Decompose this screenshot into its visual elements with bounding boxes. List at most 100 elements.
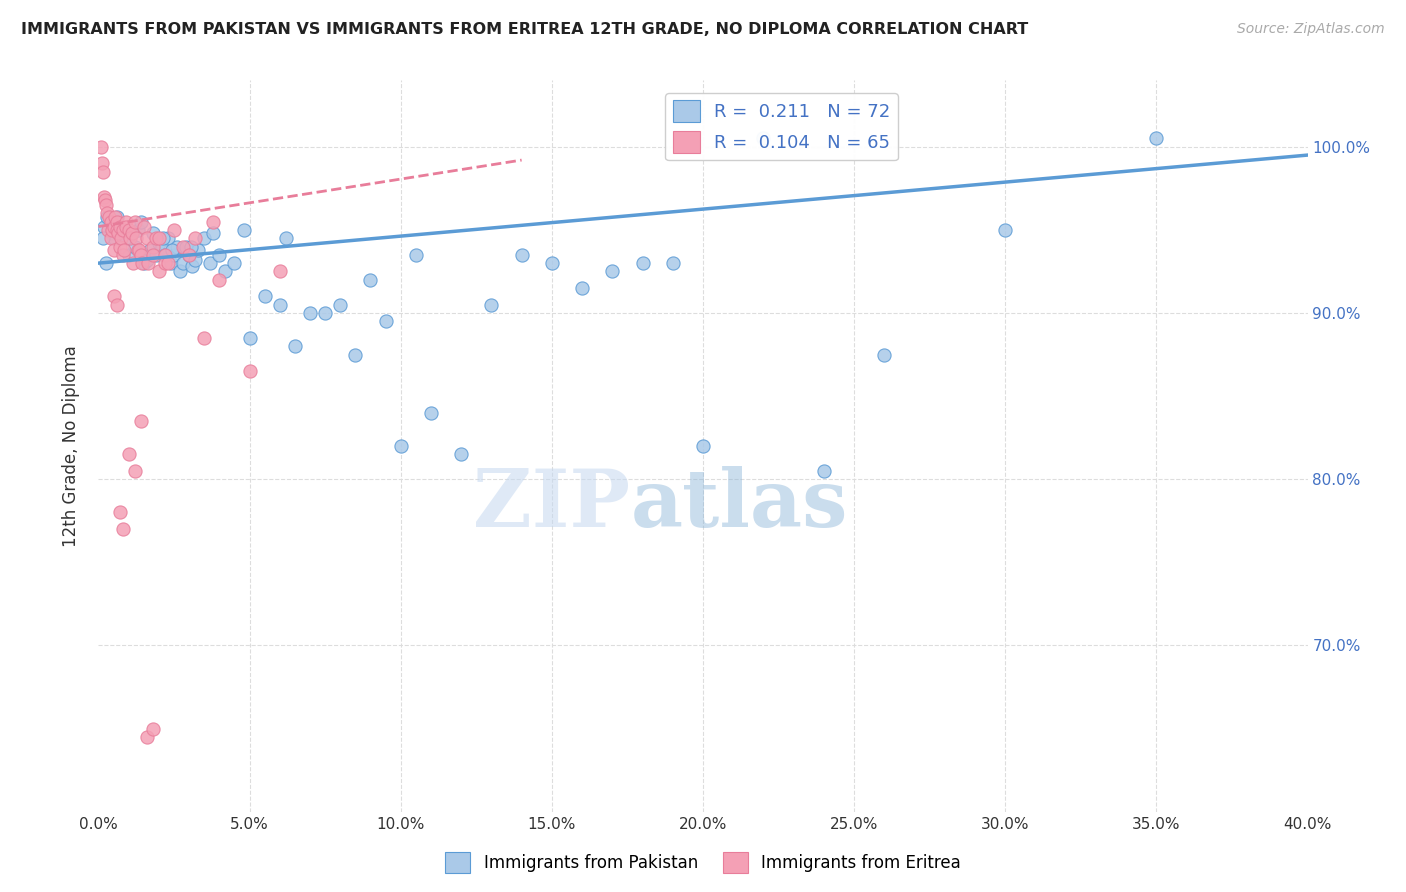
- Point: [94, 256, 117, 270]
- Point: [91, 156, 114, 170]
- Point: [105, 298, 128, 312]
- Point: [128, 243, 150, 257]
- Point: [481, 298, 503, 312]
- Text: ZIP: ZIP: [474, 466, 630, 543]
- Point: [103, 243, 125, 257]
- Point: [148, 231, 170, 245]
- Point: [91, 231, 114, 245]
- Point: [162, 243, 184, 257]
- Y-axis label: 12th Grade, No Diploma: 12th Grade, No Diploma: [62, 345, 80, 547]
- Point: [174, 239, 197, 253]
- Point: [631, 256, 654, 270]
- Point: [107, 226, 129, 240]
- Point: [193, 231, 215, 245]
- Point: [172, 256, 194, 270]
- Point: [103, 231, 125, 245]
- Point: [274, 231, 297, 245]
- Point: [163, 223, 186, 237]
- Point: [156, 231, 179, 245]
- Point: [153, 248, 176, 262]
- Legend: Immigrants from Pakistan, Immigrants from Eritrea: Immigrants from Pakistan, Immigrants fro…: [439, 846, 967, 880]
- Point: [314, 306, 336, 320]
- Point: [360, 273, 382, 287]
- Point: [284, 339, 307, 353]
- Point: [142, 239, 165, 253]
- Point: [98, 210, 121, 224]
- Point: [111, 223, 134, 237]
- Point: [214, 264, 236, 278]
- Point: [127, 223, 149, 237]
- Point: [692, 439, 714, 453]
- Point: [752, 131, 775, 145]
- Point: [163, 248, 186, 262]
- Point: [142, 226, 165, 240]
- Point: [105, 214, 128, 228]
- Point: [142, 722, 165, 736]
- Point: [405, 248, 427, 262]
- Point: [124, 464, 146, 478]
- Point: [108, 239, 131, 253]
- Point: [184, 252, 207, 267]
- Text: Source: ZipAtlas.com: Source: ZipAtlas.com: [1237, 22, 1385, 37]
- Point: [100, 231, 122, 245]
- Point: [118, 223, 141, 237]
- Point: [145, 231, 167, 245]
- Point: [105, 223, 128, 237]
- Point: [108, 223, 131, 237]
- Point: [121, 226, 143, 240]
- Point: [114, 214, 136, 228]
- Point: [94, 193, 117, 207]
- Point: [148, 264, 170, 278]
- Point: [420, 406, 443, 420]
- Point: [661, 256, 683, 270]
- Point: [239, 331, 262, 345]
- Point: [118, 447, 141, 461]
- Point: [100, 226, 122, 240]
- Point: [108, 219, 131, 234]
- Point: [1146, 131, 1168, 145]
- Point: [153, 256, 176, 270]
- Point: [101, 223, 124, 237]
- Point: [179, 248, 201, 262]
- Point: [150, 239, 173, 253]
- Point: [142, 248, 165, 262]
- Point: [129, 414, 152, 428]
- Point: [112, 243, 135, 257]
- Point: [873, 348, 896, 362]
- Point: [93, 189, 115, 203]
- Point: [571, 281, 593, 295]
- Legend: R =  0.211   N = 72, R =  0.104   N = 65: R = 0.211 N = 72, R = 0.104 N = 65: [665, 93, 897, 161]
- Point: [122, 256, 145, 270]
- Point: [156, 256, 179, 270]
- Point: [94, 198, 117, 212]
- Point: [253, 289, 276, 303]
- Point: [135, 231, 157, 245]
- Point: [118, 248, 141, 262]
- Point: [100, 214, 122, 228]
- Point: [169, 264, 191, 278]
- Point: [193, 331, 215, 345]
- Point: [239, 364, 262, 378]
- Point: [131, 256, 153, 270]
- Point: [120, 231, 142, 245]
- Point: [202, 226, 225, 240]
- Point: [90, 140, 112, 154]
- Point: [96, 210, 118, 224]
- Point: [125, 231, 148, 245]
- Point: [184, 231, 207, 245]
- Point: [329, 298, 352, 312]
- Point: [124, 239, 146, 253]
- Point: [115, 219, 138, 234]
- Point: [202, 214, 225, 228]
- Point: [132, 256, 155, 270]
- Point: [110, 231, 132, 245]
- Point: [187, 243, 209, 257]
- Point: [450, 447, 472, 461]
- Point: [200, 256, 222, 270]
- Point: [93, 219, 115, 234]
- Point: [108, 506, 131, 520]
- Point: [208, 248, 231, 262]
- Point: [602, 264, 624, 278]
- Point: [179, 248, 201, 262]
- Point: [111, 522, 134, 536]
